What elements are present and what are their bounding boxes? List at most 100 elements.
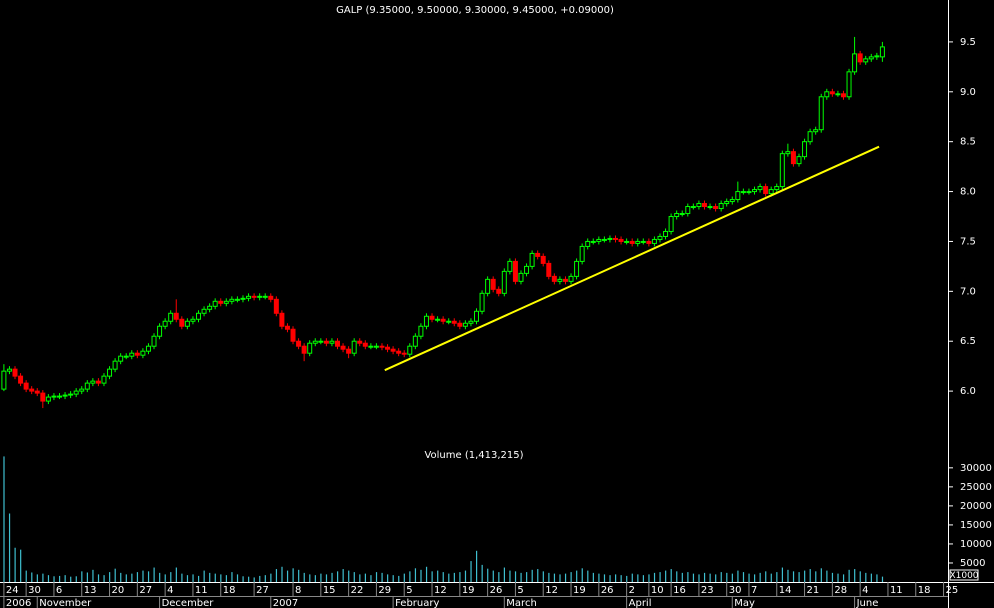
candle-body	[423, 315, 429, 327]
volume-bar	[559, 574, 561, 582]
month-label: March	[506, 598, 536, 608]
volume-bar	[58, 575, 61, 582]
x-tick-label: 18	[918, 585, 931, 596]
volume-bar	[420, 569, 422, 582]
candle-body	[90, 380, 96, 384]
volume-bar	[248, 576, 250, 582]
candle-body	[802, 141, 808, 158]
candle-body	[696, 203, 702, 208]
volume-bar	[70, 576, 72, 582]
volume-bar	[659, 572, 661, 582]
volume-bar	[259, 575, 261, 582]
candle-body	[779, 153, 785, 188]
volume-bar	[159, 572, 161, 582]
candle-body	[535, 252, 541, 257]
volume-bar	[770, 573, 772, 582]
candle-body	[396, 350, 402, 354]
candle-body	[818, 96, 824, 131]
candle-body	[407, 345, 413, 355]
volume-bar	[576, 570, 578, 582]
x-tick-label: 21	[807, 585, 820, 596]
volume-bar	[709, 573, 711, 582]
volume-bar	[142, 570, 144, 582]
candle-body	[257, 295, 263, 298]
candle-body	[318, 340, 324, 343]
candle-body	[340, 345, 346, 350]
candle-body	[824, 91, 830, 98]
volume-bar	[842, 574, 845, 582]
volume-bar	[292, 568, 294, 582]
volume-bar	[526, 572, 528, 582]
y-tick-label: 10000	[960, 539, 992, 550]
x-tick-label: 6	[56, 585, 62, 596]
candle-body	[84, 382, 90, 390]
volume-bar	[353, 572, 355, 582]
candle-body	[101, 375, 107, 384]
volume-bar	[370, 575, 372, 582]
x-tick-label: 24	[6, 585, 19, 596]
volume-bar	[348, 570, 350, 582]
volume-bar	[726, 572, 728, 582]
candle-body	[390, 348, 396, 352]
volume-bar	[392, 575, 394, 582]
volume-bar	[804, 570, 806, 582]
volume-bar	[609, 575, 611, 582]
month-label: December	[162, 598, 215, 608]
month-label: 2006	[6, 598, 31, 608]
x-tick-label: 26	[601, 585, 614, 596]
volume-bar	[431, 571, 433, 582]
candle-body	[129, 352, 135, 357]
candle-body	[474, 310, 480, 322]
x-tick-label: 12	[434, 585, 447, 596]
candle-body	[73, 390, 79, 395]
candle-body	[157, 325, 163, 337]
candle-body	[234, 298, 240, 301]
volume-bar	[231, 572, 233, 582]
candle-body	[462, 322, 468, 327]
x-tick-label: 30	[729, 585, 742, 596]
candle-body	[68, 393, 74, 396]
y-tick-label: 7.5	[960, 236, 976, 247]
x-tick-label: 27	[256, 585, 269, 596]
volume-title: Volume (1,413,215)	[424, 450, 523, 461]
volume-bar	[687, 572, 689, 582]
volume-bar	[854, 569, 856, 582]
volume-bar	[781, 567, 784, 582]
candle-body	[690, 206, 696, 209]
candle-body	[329, 340, 335, 344]
candle-body	[368, 345, 374, 348]
volume-bar	[214, 573, 216, 582]
volume-bar	[192, 574, 194, 582]
volume-bar	[153, 567, 155, 582]
volume-bar	[81, 571, 83, 582]
volume-bar	[542, 571, 544, 582]
candle-body	[840, 93, 846, 98]
candle-body	[207, 305, 213, 310]
month-label: November	[39, 598, 92, 608]
candle-body	[418, 325, 424, 337]
volume-bar	[681, 572, 683, 582]
candle-body	[857, 53, 863, 63]
candle-body	[140, 350, 146, 356]
volume-bar	[53, 576, 55, 582]
volume-bar	[720, 572, 722, 582]
candle-body	[362, 342, 368, 347]
volume-bar	[537, 569, 539, 582]
candle-body	[618, 238, 624, 242]
candle-body	[56, 395, 62, 398]
x-tick-label: 4	[862, 585, 868, 596]
candle-body	[334, 340, 340, 347]
y-tick-label: 30000	[960, 463, 992, 474]
volume-bar	[476, 550, 478, 582]
volume-bar	[481, 564, 483, 582]
month-label: June	[856, 598, 879, 608]
candle-body	[629, 240, 635, 244]
candle-body	[485, 278, 491, 294]
x-tick-label: 19	[573, 585, 586, 596]
candle-body	[290, 328, 296, 342]
candle-body	[785, 151, 791, 155]
candle-body	[351, 340, 357, 354]
volume-bar	[503, 567, 506, 582]
